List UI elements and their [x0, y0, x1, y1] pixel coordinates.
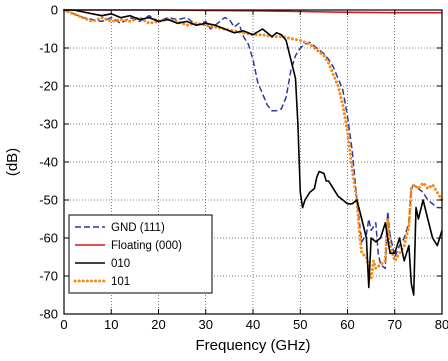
legend: GND (111) Floating (000) 010 101	[68, 214, 213, 294]
y-axis-title: (dB)	[4, 148, 21, 176]
y-tick-label: -50	[39, 193, 58, 208]
legend-label-101: 101	[111, 276, 130, 288]
x-tick-label: 20	[151, 317, 165, 332]
y-tick-label: -30	[39, 117, 58, 132]
x-tick-label: 70	[388, 317, 402, 332]
series-line-010	[64, 9, 443, 296]
x-axis-title: Frequency (GHz)	[195, 337, 310, 354]
y-tick-label: 0	[51, 3, 58, 18]
x-tick-label: 60	[340, 317, 354, 332]
legend-label-gnd-111: GND (111)	[111, 222, 165, 234]
legend-box	[68, 214, 213, 294]
x-tick-label: 50	[293, 317, 307, 332]
x-tick-label: 40	[246, 317, 260, 332]
y-tick-label: -10	[39, 41, 58, 56]
legend-label-010: 010	[111, 258, 130, 270]
y-tick-label: -80	[39, 307, 58, 322]
x-tick-label: 80	[435, 317, 448, 332]
tick-labels: 0 10 20 30 40 50 60 70 800-10-20-30-40-50-60-70-…	[39, 3, 448, 333]
x-tick-label: 0	[60, 317, 67, 332]
x-tick-label: 30	[199, 317, 213, 332]
y-tick-label: -40	[39, 155, 58, 170]
ticks	[63, 9, 443, 315]
legend-label-floating-000: Floating (000)	[111, 240, 182, 252]
y-tick-label: -70	[39, 269, 58, 284]
x-tick-label: 10	[104, 317, 118, 332]
series-layer	[62, 8, 444, 296]
series-line-gnd-111	[63, 9, 442, 270]
y-tick-label: -20	[39, 79, 58, 94]
y-tick-label: -60	[39, 231, 58, 246]
